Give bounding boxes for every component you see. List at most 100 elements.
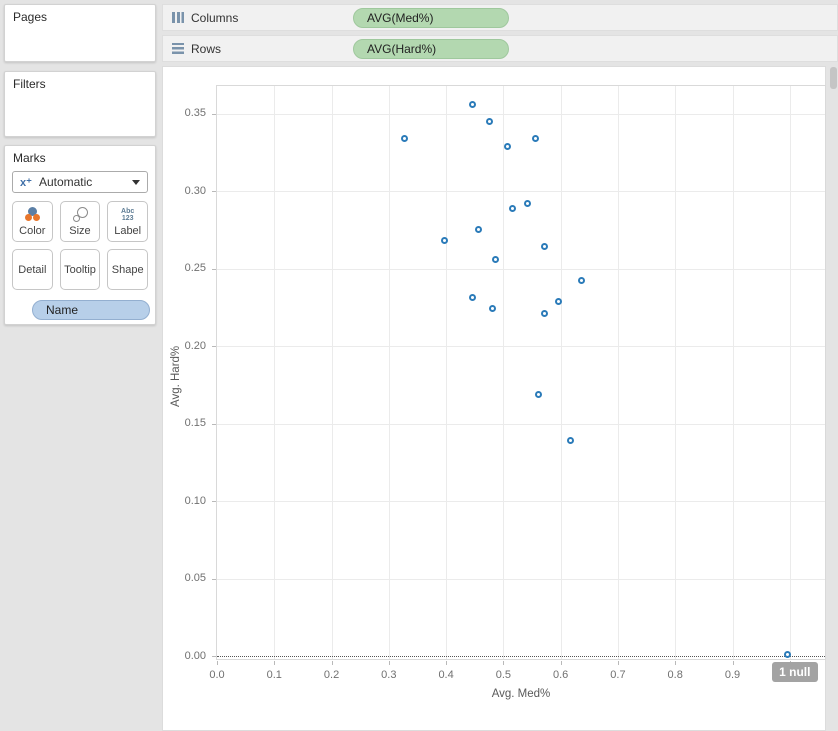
y-axis-tick-label: 0.35 xyxy=(184,107,206,120)
scatter-point[interactable] xyxy=(489,305,497,313)
scatter-point[interactable] xyxy=(540,243,548,251)
columns-shelf[interactable]: Columns AVG(Med%) xyxy=(162,4,838,31)
y-axis-tick xyxy=(212,578,216,580)
gridline xyxy=(446,86,448,659)
scatter-point[interactable] xyxy=(400,134,408,142)
visualization-pane: 0.00.10.20.30.40.50.60.70.80.91.00.000.0… xyxy=(162,66,826,731)
y-axis-tick xyxy=(212,191,216,193)
x-axis-title: Avg. Med% xyxy=(491,688,551,700)
gridline xyxy=(217,578,825,580)
scatter-point[interactable] xyxy=(486,117,494,125)
y-axis-tick-label: 0.00 xyxy=(184,649,206,662)
y-axis-tick xyxy=(212,346,216,348)
x-axis-tick xyxy=(217,661,218,665)
scatter-point[interactable] xyxy=(469,100,477,108)
gridline xyxy=(217,501,825,503)
rows-icon xyxy=(172,43,184,54)
scatter-point[interactable] xyxy=(784,650,792,658)
scatter-point[interactable] xyxy=(535,390,543,398)
x-axis-tick-label: 0.0 xyxy=(209,669,225,681)
scatter-point[interactable] xyxy=(509,204,517,212)
tooltip-button[interactable]: Tooltip xyxy=(59,249,101,290)
x-axis-tick xyxy=(732,661,734,665)
x-axis-tick xyxy=(503,661,505,665)
y-axis-tick-label: 0.20 xyxy=(184,339,206,352)
y-axis-title: Avg. Hard% xyxy=(170,345,182,407)
y-axis-tick xyxy=(212,656,216,658)
rows-shelf-text: Rows xyxy=(191,41,222,56)
detail-button-label: Detail xyxy=(18,263,47,276)
scatter-point[interactable] xyxy=(532,134,540,142)
scatter-point[interactable] xyxy=(440,237,448,244)
chevron-down-icon xyxy=(132,179,140,185)
scatter-point[interactable] xyxy=(555,297,563,305)
scatter-point[interactable] xyxy=(540,309,548,317)
label-button[interactable]: Abc 123 Label xyxy=(107,201,148,242)
rows-shelf-label: Rows xyxy=(163,42,258,56)
gridline xyxy=(560,86,562,659)
scatter-point[interactable] xyxy=(523,199,531,207)
scatter-point[interactable] xyxy=(492,255,500,263)
pages-shelf[interactable]: Pages xyxy=(4,4,156,62)
x-axis-tick-label: 0.4 xyxy=(438,669,454,681)
marks-button-grid: Color Size Abc 123 Label Detail Tooltip Shape xyxy=(5,193,155,290)
label-icon: Abc 123 xyxy=(121,207,134,223)
scatter-point[interactable] xyxy=(566,437,574,444)
gridline xyxy=(274,86,276,659)
label-icon-glyph: Abc 123 xyxy=(121,207,135,222)
scatter-point[interactable] xyxy=(469,294,477,302)
x-axis-tick xyxy=(617,661,619,665)
columns-drop-area[interactable]: AVG(Med%) xyxy=(258,5,837,30)
scatter-point[interactable] xyxy=(578,277,586,285)
rows-shelf-pill[interactable]: AVG(Hard%) xyxy=(353,39,509,59)
mark-type-dropdown[interactable]: x⁺ Automatic xyxy=(12,171,148,193)
gridline xyxy=(732,86,734,659)
rows-drop-area[interactable]: AVG(Hard%) xyxy=(258,36,837,61)
scatter-point[interactable] xyxy=(475,226,482,234)
color-icon-glyph xyxy=(24,207,41,222)
rows-shelf[interactable]: Rows AVG(Hard%) xyxy=(162,35,838,62)
marks-pill-name[interactable]: Name xyxy=(32,300,150,320)
gridline xyxy=(789,86,791,659)
color-button[interactable]: Color xyxy=(12,201,53,242)
scatter-plot-area[interactable]: 0.00.10.20.30.40.50.60.70.80.91.00.000.0… xyxy=(185,85,826,683)
shape-button-label: Shape xyxy=(111,263,144,276)
color-button-label: Color xyxy=(19,224,46,237)
zero-reference-line xyxy=(217,656,825,658)
x-axis-tick-label: 0.3 xyxy=(381,669,397,681)
x-axis-tick-label: 0.1 xyxy=(266,669,282,681)
x-axis-tick xyxy=(274,661,276,665)
x-axis-tick xyxy=(675,661,677,665)
pages-shelf-title: Pages xyxy=(13,10,48,24)
vertical-scrollbar-thumb[interactable] xyxy=(830,67,837,89)
detail-button[interactable]: Detail xyxy=(12,249,53,290)
null-indicator-badge[interactable]: 1 null xyxy=(771,662,818,683)
marks-card-title: Marks xyxy=(13,151,46,165)
marks-card: Marks x⁺ Automatic Color Size Abc 123 Label D… xyxy=(4,145,156,325)
columns-shelf-label: Columns xyxy=(163,11,258,25)
gridline xyxy=(675,86,677,659)
gridline xyxy=(331,86,333,659)
y-axis-tick-label: 0.25 xyxy=(184,262,206,275)
size-button-label: Size xyxy=(69,224,91,237)
y-axis-tick-label: 0.15 xyxy=(184,417,206,430)
x-axis-tick-label: 0.7 xyxy=(610,669,626,681)
size-icon-glyph xyxy=(72,207,88,222)
y-axis-tick-label: 0.30 xyxy=(184,184,206,197)
gridline xyxy=(217,191,825,193)
x-axis-tick-label: 0.6 xyxy=(553,669,569,681)
x-axis-tick-label: 0.8 xyxy=(667,669,683,681)
shape-button[interactable]: Shape xyxy=(107,249,148,290)
size-button[interactable]: Size xyxy=(59,201,101,242)
x-axis-tick xyxy=(388,661,390,665)
columns-shelf-pill[interactable]: AVG(Med%) xyxy=(353,8,509,28)
scatter-point[interactable] xyxy=(503,142,511,150)
gridline xyxy=(388,86,390,659)
tooltip-button-label: Tooltip xyxy=(64,263,96,276)
x-axis-tick-label: 0.2 xyxy=(323,669,340,681)
gridline xyxy=(217,346,825,348)
marks-pill-area: Name xyxy=(5,290,155,320)
filters-shelf[interactable]: Filters xyxy=(4,71,156,137)
size-icon xyxy=(72,207,88,223)
gridline xyxy=(217,113,825,115)
